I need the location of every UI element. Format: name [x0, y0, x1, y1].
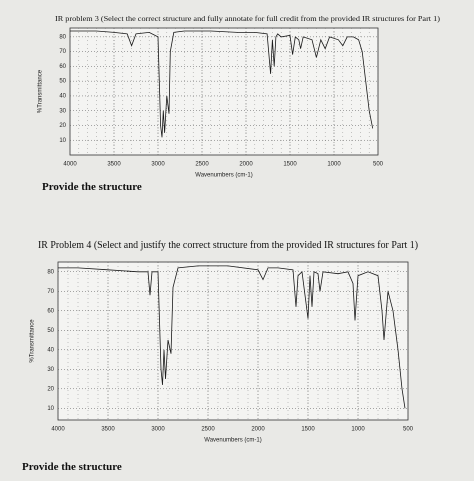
y-tick-label: 60 — [47, 308, 54, 314]
caption: Provide the structure — [42, 181, 142, 193]
chart-title: IR problem 3 (Select the correct structu… — [55, 15, 441, 23]
y-tick-label: 10 — [47, 406, 54, 412]
chart-title: IR Problem 4 (Select and justify the cor… — [38, 240, 418, 251]
plot-area — [69, 27, 379, 156]
y-tick-label: 70 — [47, 289, 54, 295]
x-tick-label: 2000 — [251, 427, 265, 433]
y-tick-label: 30 — [47, 367, 54, 373]
y-tick-label: 30 — [59, 108, 66, 114]
y-tick-label: 40 — [47, 347, 54, 353]
x-tick-label: 4000 — [63, 162, 77, 168]
x-axis-label: Wavenumbers (cm-1) — [195, 173, 252, 179]
x-tick-label: 1000 — [351, 427, 365, 433]
y-tick-label: 50 — [47, 328, 54, 334]
x-tick-label: 1000 — [327, 162, 341, 168]
x-tick-label: 3500 — [101, 427, 115, 433]
y-tick-label: 80 — [59, 34, 66, 40]
y-tick-label: 70 — [59, 49, 66, 55]
y-tick-label: 80 — [47, 269, 54, 275]
x-tick-label: 500 — [403, 427, 414, 433]
y-tick-label: 20 — [59, 123, 66, 129]
x-tick-label: 1500 — [283, 162, 297, 168]
x-tick-label: 3000 — [151, 162, 165, 168]
y-tick-label: 20 — [47, 386, 54, 392]
y-tick-label: 60 — [59, 64, 66, 70]
caption: Provide the structure — [22, 461, 122, 473]
y-tick-label: 40 — [59, 94, 66, 100]
x-tick-label: 1500 — [301, 427, 315, 433]
spectrum-line — [58, 265, 406, 409]
x-tick-label: 3000 — [151, 427, 165, 433]
y-axis-label: %Transmittance — [30, 319, 36, 363]
y-tick-label: 50 — [59, 79, 66, 85]
y-tick-label: 10 — [59, 138, 66, 144]
x-axis-label: Wavenumbers (cm-1) — [204, 438, 261, 444]
plot-area — [57, 261, 409, 421]
x-tick-label: 3500 — [107, 162, 121, 168]
x-tick-label: 500 — [373, 162, 384, 168]
x-tick-label: 2500 — [195, 162, 209, 168]
spectrum-line — [70, 30, 374, 138]
y-axis-label: %Transmittance — [38, 69, 44, 113]
x-tick-label: 2000 — [239, 162, 253, 168]
x-tick-label: 2500 — [201, 427, 215, 433]
x-tick-label: 4000 — [51, 427, 65, 433]
